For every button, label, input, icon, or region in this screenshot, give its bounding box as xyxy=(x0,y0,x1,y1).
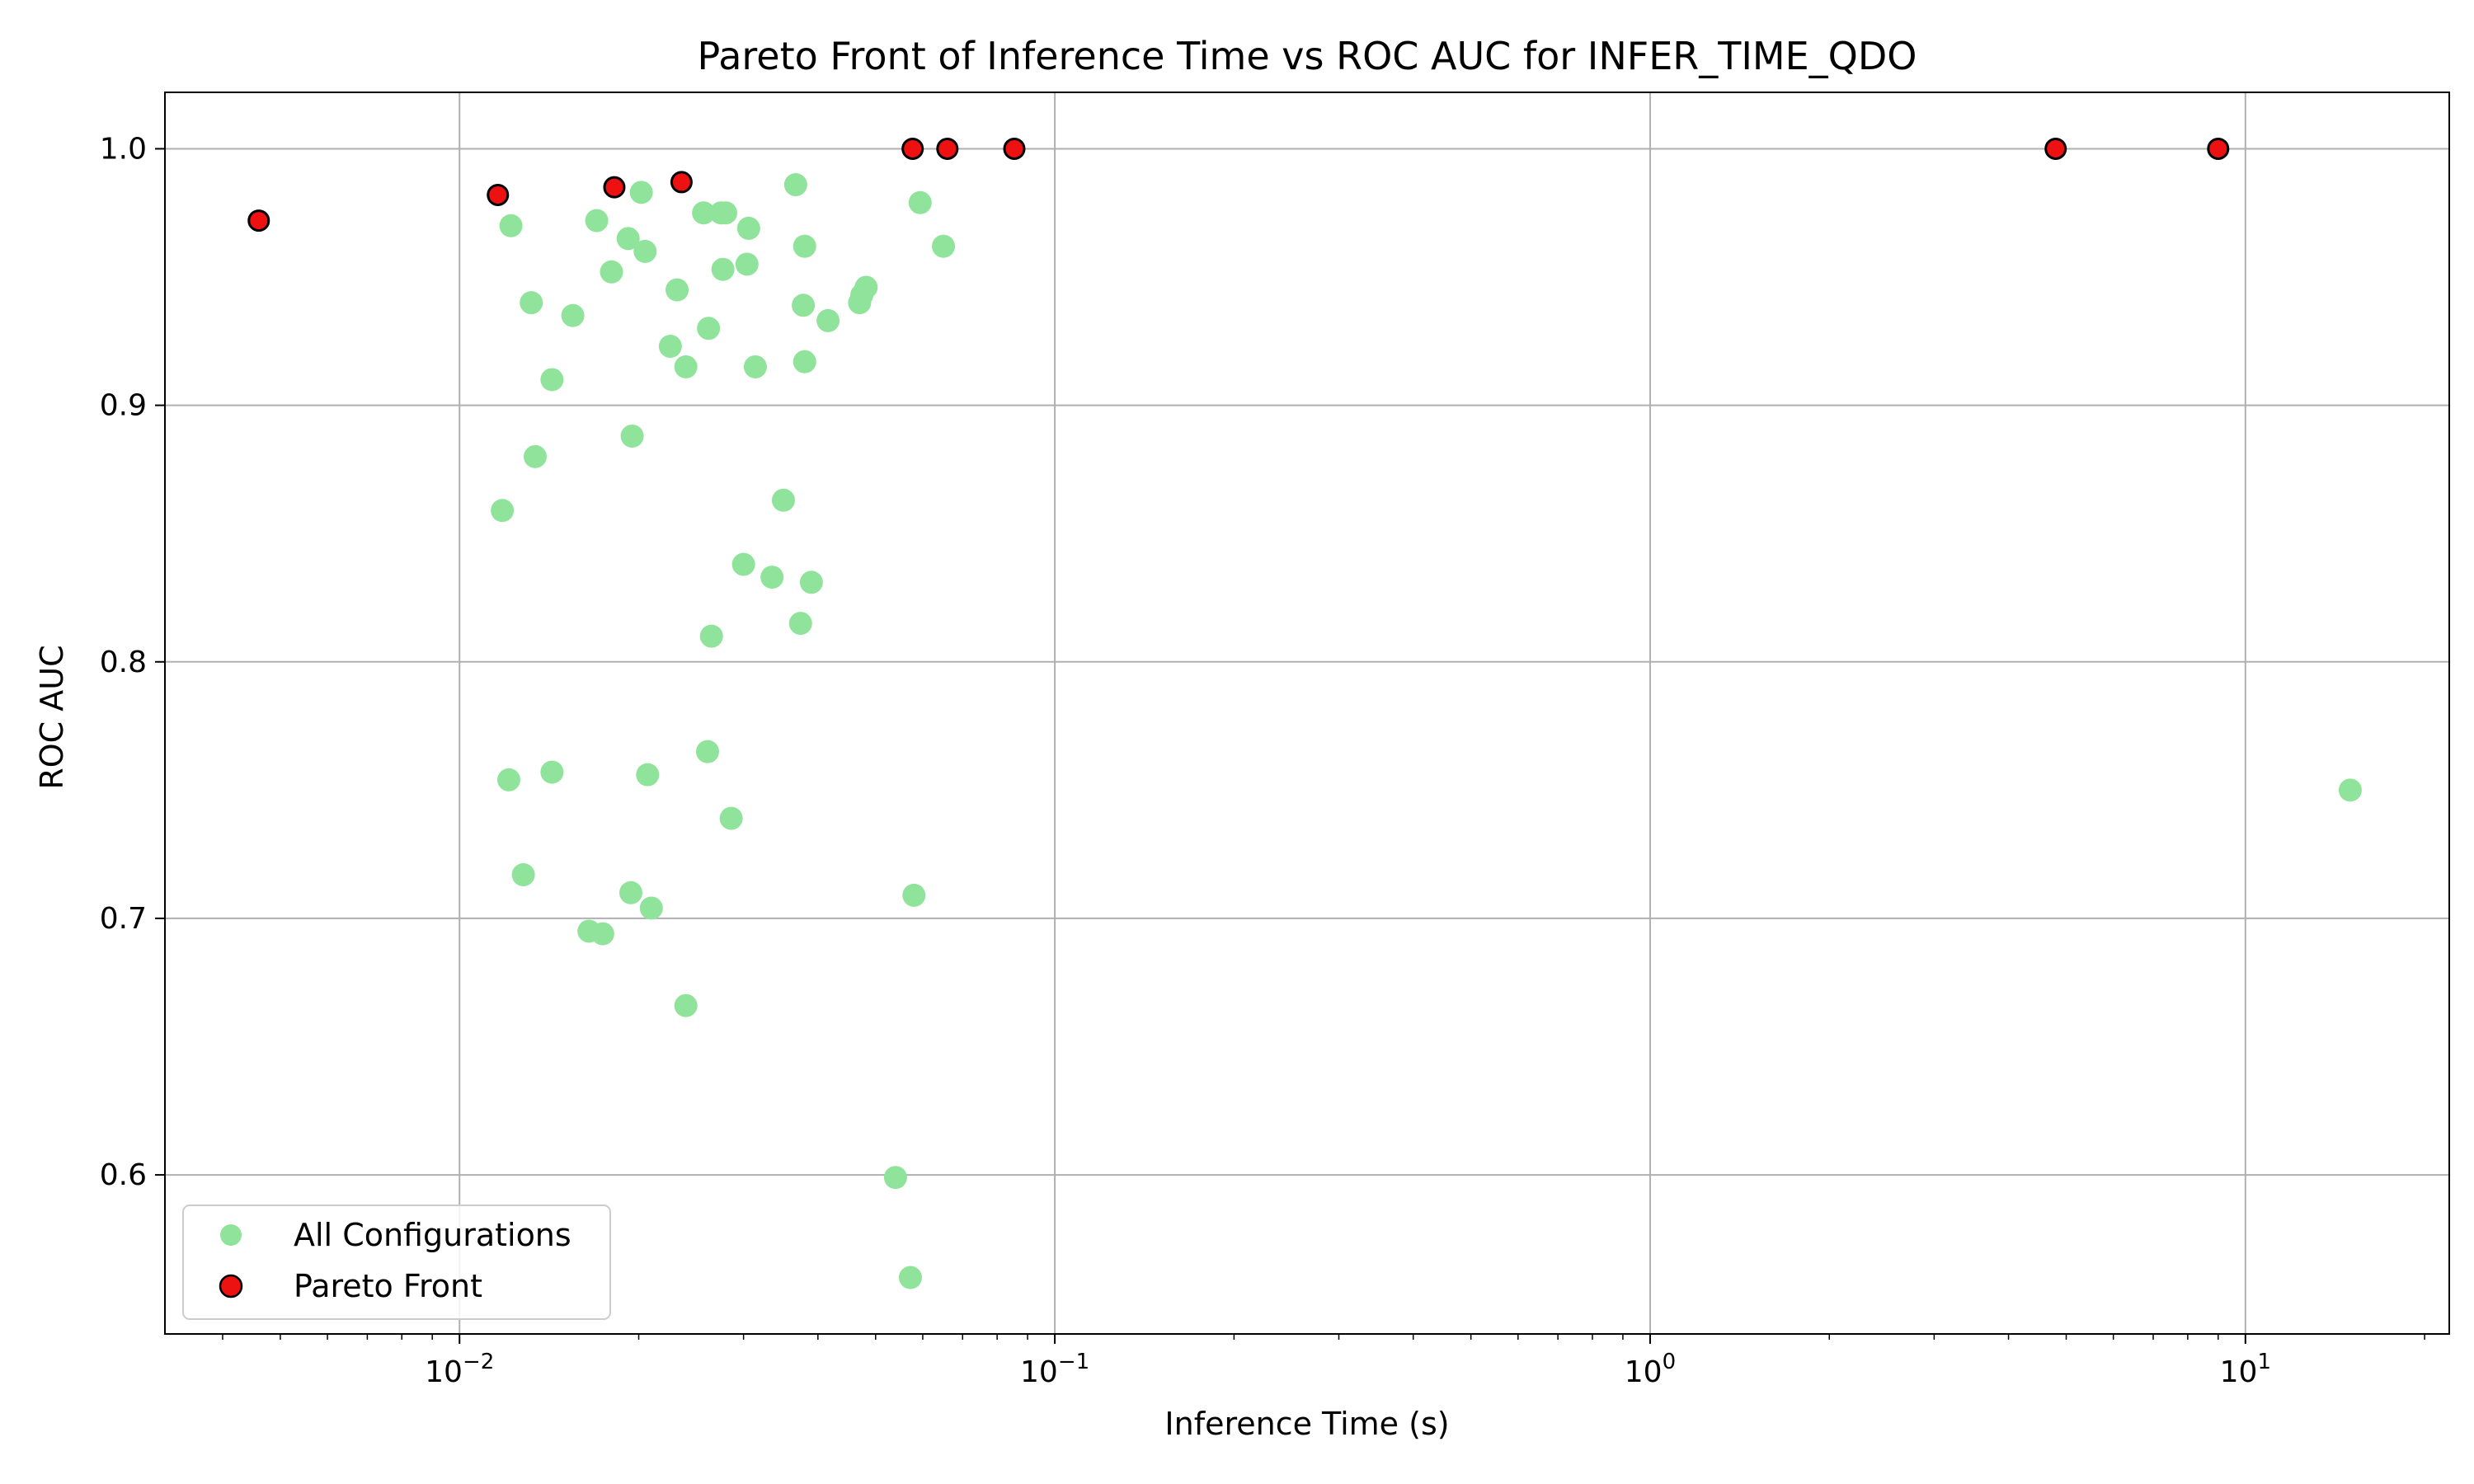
config-point xyxy=(585,209,609,232)
config-point xyxy=(792,294,816,317)
config-point xyxy=(760,566,784,589)
config-point xyxy=(658,335,682,359)
y-axis-label: ROC AUC xyxy=(34,645,70,789)
legend: All Configurations Pareto Front xyxy=(182,1205,611,1320)
config-point xyxy=(674,993,698,1017)
legend-marker-pareto-front xyxy=(219,1274,243,1298)
config-point xyxy=(735,252,759,276)
config-point xyxy=(600,260,623,284)
config-point xyxy=(540,368,564,392)
x-tick-exponent: −2 xyxy=(463,1350,494,1374)
config-point xyxy=(736,216,760,240)
config-point xyxy=(692,201,716,225)
pareto-point xyxy=(247,209,270,232)
config-point xyxy=(620,424,644,448)
legend-label-all-configurations: All Configurations xyxy=(294,1217,571,1253)
config-point xyxy=(788,612,812,636)
config-point xyxy=(618,881,642,904)
config-point xyxy=(932,234,956,258)
config-point xyxy=(883,1166,907,1190)
y-tick-label: 0.8 xyxy=(100,646,147,679)
config-point xyxy=(731,552,755,576)
config-point xyxy=(674,355,698,378)
y-tick-label: 0.7 xyxy=(100,902,147,936)
pareto-point xyxy=(901,137,924,160)
config-point xyxy=(793,350,816,373)
pareto-point xyxy=(670,171,693,194)
config-point xyxy=(771,488,795,512)
data-points xyxy=(247,137,2362,1289)
config-point xyxy=(714,201,738,225)
pareto-point xyxy=(936,137,959,160)
x-tick-exponent: 0 xyxy=(1663,1350,1677,1374)
config-point xyxy=(520,291,543,315)
config-point xyxy=(540,760,564,784)
plot-frame xyxy=(164,92,2450,1335)
pareto-point xyxy=(603,176,626,199)
config-point xyxy=(699,624,723,648)
pareto-point xyxy=(487,183,510,206)
y-tick-label: 0.9 xyxy=(100,389,147,423)
y-tick-label: 0.6 xyxy=(100,1158,147,1192)
x-tick-base: 10 xyxy=(1625,1355,1663,1389)
config-point xyxy=(793,234,816,258)
x-tick-label: 100 xyxy=(1625,1350,1676,1389)
config-point xyxy=(898,1266,922,1289)
config-point xyxy=(629,181,653,204)
x-axis: 10−2 10−1 100 101 xyxy=(222,1334,2425,1389)
x-tick-label: 10−1 xyxy=(1020,1350,1089,1389)
x-tick-label: 10−2 xyxy=(425,1350,494,1389)
config-point xyxy=(616,227,640,251)
config-point xyxy=(2338,778,2362,802)
config-point xyxy=(902,883,926,907)
pareto-point xyxy=(2044,137,2067,160)
config-point xyxy=(711,257,735,281)
x-tick-base: 10 xyxy=(2220,1355,2258,1389)
config-point xyxy=(695,740,719,763)
config-point xyxy=(523,444,547,468)
legend-marker-all-configurations xyxy=(220,1224,242,1246)
config-point xyxy=(697,317,721,340)
pareto-point xyxy=(1003,137,1026,160)
config-point xyxy=(816,308,840,332)
config-point xyxy=(639,896,663,920)
config-point xyxy=(636,763,660,787)
legend-label-pareto-front: Pareto Front xyxy=(294,1268,482,1304)
grid xyxy=(165,92,2449,1334)
x-tick-exponent: −1 xyxy=(1058,1350,1089,1374)
config-point xyxy=(854,275,878,299)
config-point xyxy=(799,571,823,594)
config-point xyxy=(590,922,614,946)
y-tick-label: 1.0 xyxy=(100,132,147,166)
config-point xyxy=(496,768,520,791)
x-tick-exponent: 1 xyxy=(2257,1350,2271,1374)
config-point xyxy=(561,303,585,327)
chart-title: Pareto Front of Inference Time vs ROC AU… xyxy=(698,34,1917,78)
config-point xyxy=(908,190,932,214)
config-point xyxy=(743,355,767,378)
config-point xyxy=(719,806,743,830)
config-point xyxy=(633,239,657,263)
config-point xyxy=(783,173,807,197)
x-tick-label: 101 xyxy=(2220,1350,2271,1389)
y-axis: 0.6 0.7 0.8 0.9 1.0 xyxy=(100,132,165,1192)
x-axis-label: Inference Time (s) xyxy=(1164,1406,1449,1442)
config-point xyxy=(666,278,689,302)
x-tick-base: 10 xyxy=(1020,1355,1058,1389)
config-point xyxy=(499,214,523,237)
pareto-point xyxy=(2207,137,2230,160)
x-tick-base: 10 xyxy=(425,1355,463,1389)
config-point xyxy=(491,499,515,523)
config-point xyxy=(511,863,535,887)
legend-box xyxy=(182,1205,611,1320)
